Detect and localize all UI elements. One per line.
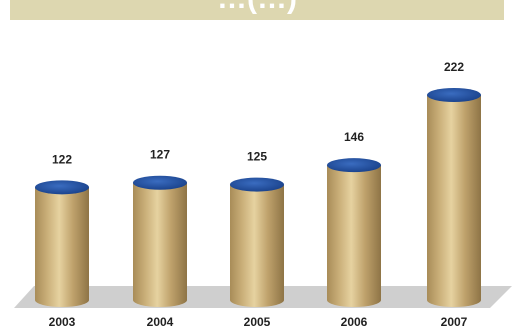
- bar-cap-2007: [427, 88, 481, 102]
- value-label-2004: 127: [150, 148, 170, 162]
- bar-2003: [35, 187, 89, 307]
- value-label-2003: 122: [52, 152, 72, 166]
- chart-title-band: …(…): [10, 0, 504, 20]
- bar-cap-2003: [35, 180, 89, 195]
- bar-cap-2004: [133, 175, 187, 190]
- value-label-2007: 222: [444, 60, 464, 74]
- x-tick-label-2005: 2005: [244, 315, 271, 329]
- x-tick-label-2006: 2006: [341, 315, 368, 329]
- x-tick-label-2007: 2007: [441, 315, 468, 329]
- x-tick-label-2004: 2004: [147, 315, 174, 329]
- bar-2007: [427, 95, 481, 307]
- bar-2006: [327, 165, 381, 307]
- bar-cap-2006: [327, 158, 381, 173]
- chart-title: …(…): [10, 0, 504, 14]
- x-tick-label-2003: 2003: [49, 315, 76, 329]
- value-label-2006: 146: [344, 130, 364, 144]
- bar-2005: [230, 184, 284, 307]
- value-label-2005: 125: [247, 150, 267, 164]
- bar-2004: [133, 182, 187, 307]
- bar-cap-2005: [230, 177, 284, 192]
